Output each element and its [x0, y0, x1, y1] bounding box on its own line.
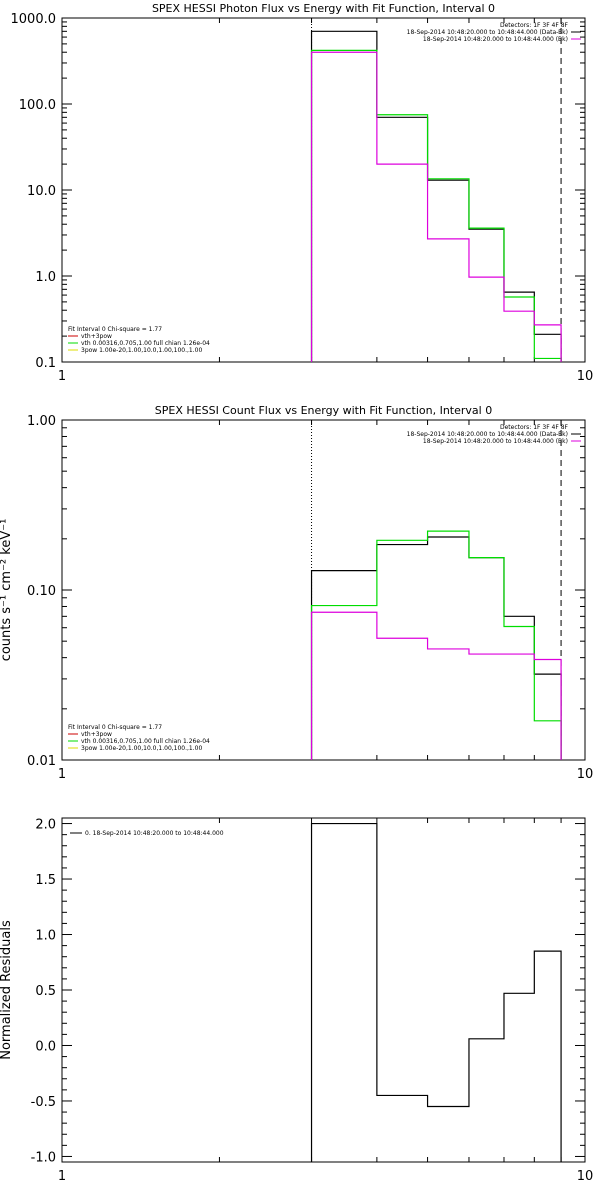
legend-entry: vth 0.00316,0.705,1.00 full chian 1.26e-… [81, 738, 210, 745]
legend-entry: vth+3pow [81, 731, 112, 738]
legend-entry: 18-Sep-2014 10:48:20.000 to 10:48:44.000… [423, 36, 568, 43]
legend-entry: Fit Interval 0 Chi-square = 1.77 [68, 326, 162, 333]
y-tick-label: 100.0 [19, 98, 56, 113]
legend-entry: 18-Sep-2014 10:48:20.000 to 10:48:44.000… [407, 29, 568, 36]
plot-frame [61, 17, 586, 363]
y-tick-label: 0.0 [35, 1039, 56, 1054]
x-axis: 1 10 [58, 420, 593, 782]
series-2-line [310, 530, 562, 760]
chart-title: SPEX HESSI Photon Flux vs Energy with Fi… [152, 2, 495, 15]
panel-2: SPEX HESSI Count Flux vs Energy with Fit… [0, 404, 593, 782]
legend-entry: 3pow 1.00e-20,1.00,10.0,1.00,100.,1.00 [81, 745, 202, 752]
legend-entry: 0. 18-Sep-2014 10:48:20.000 to 10:48:44.… [85, 830, 224, 837]
legend-entry: 18-Sep-2014 10:48:20.000 to 10:48:44.000… [407, 431, 568, 438]
x-axis: 1 10 [58, 818, 593, 1184]
y-tick-label: 1.0 [35, 929, 56, 944]
plot-frame [61, 817, 586, 1163]
y-tick-label: 0.5 [35, 984, 56, 999]
y-tick-label: 2.0 [35, 818, 56, 833]
x-tick-label: 1 [58, 767, 66, 782]
y-axis: -1.0 -0.5 0.0 0.5 1.0 1.5 2.0 [31, 818, 585, 1165]
y-tick-label: 0.10 [27, 584, 56, 599]
y-tick-label: 1.00 [27, 414, 56, 429]
legend-entry: 18-Sep-2014 10:48:20.000 to 10:48:44.000… [423, 438, 568, 445]
panel-1: SPEX HESSI Photon Flux vs Energy with Fi… [11, 2, 594, 384]
series-3-line [310, 51, 562, 362]
y-axis-label: counts s⁻¹ cm⁻² keV⁻¹ [0, 519, 14, 662]
y-tick-label: 0.01 [27, 754, 56, 769]
y-axis-label: Normalized Residuals [0, 920, 14, 1060]
plot-frame [61, 419, 586, 761]
y-tick-label: 1.0 [35, 270, 56, 285]
legend-entry: 3pow 1.00e-20,1.00,10.0,1.00,100.,1.00 [81, 347, 202, 354]
legend-entry: Detectors: 1F 3F 4F 8F [500, 424, 569, 431]
x-tick-label: 10 [577, 369, 594, 384]
x-tick-label: 10 [577, 1169, 594, 1184]
x-tick-label: 1 [58, 369, 66, 384]
legend-entry: vth 0.00316,0.705,1.00 full chian 1.26e-… [81, 340, 210, 347]
y-axis: 0.1 1.0 10.0 100.0 1000.0 [11, 12, 585, 371]
series-1-line [310, 822, 562, 1162]
y-tick-label: 1.5 [35, 873, 56, 888]
y-axis: 0.01 0.10 1.00 [27, 414, 585, 769]
legend-bottom: Fit Interval 0 Chi-square = 1.77vth+3pow… [68, 724, 210, 752]
y-tick-label: 1000.0 [11, 12, 57, 27]
y-tick-label: 0.1 [35, 356, 56, 371]
y-tick-label: -0.5 [31, 1095, 56, 1110]
legend-entry: Detectors: 1F 3F 4F 8F [500, 22, 569, 29]
legend-entry: vth+3pow [81, 333, 112, 340]
x-tick-label: 10 [577, 767, 594, 782]
legend-bottom: Fit Interval 0 Chi-square = 1.77vth+3pow… [68, 326, 210, 354]
chart-title: SPEX HESSI Count Flux vs Energy with Fit… [155, 404, 492, 417]
panel-3: 1 10 -1.0 -0.5 0.0 0.5 1.0 1.5 2.0 Normalized Res… [0, 817, 593, 1184]
legend-top: 0. 18-Sep-2014 10:48:20.000 to 10:48:44.… [70, 830, 224, 837]
series-2-line [310, 49, 562, 362]
series-3-line [310, 611, 562, 760]
series-1-line [310, 30, 562, 362]
legend-entry: Fit Interval 0 Chi-square = 1.77 [68, 724, 162, 731]
y-tick-label: -1.0 [31, 1150, 56, 1165]
x-tick-label: 1 [58, 1169, 66, 1184]
y-tick-label: 10.0 [27, 184, 56, 199]
